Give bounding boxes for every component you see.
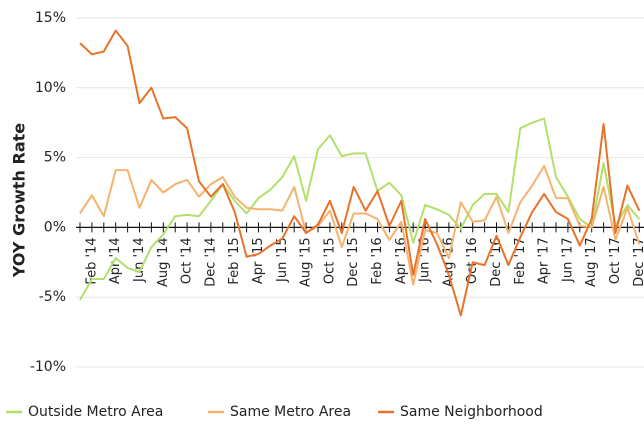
x-tick-label: Apr '16 <box>394 237 409 284</box>
plot-area <box>79 29 641 317</box>
y-tick-label: 5% <box>44 150 66 166</box>
x-tick-label: Jun '17 <box>560 237 575 283</box>
x-tick-label: Dec '16 <box>489 237 504 286</box>
legend-label: Same Neighborhood <box>400 404 543 420</box>
y-tick-label: 0% <box>44 219 66 235</box>
y-tick-label: -10% <box>30 359 66 375</box>
y-tick-label: 10% <box>35 80 66 96</box>
x-tick-label: Aug '17 <box>584 237 599 287</box>
x-tick-label: Dec '14 <box>203 237 218 286</box>
series-line <box>79 117 641 301</box>
x-tick-label: Oct '17 <box>608 237 623 284</box>
x-tick-label: Oct '15 <box>322 237 337 284</box>
x-tick-label: Dec '15 <box>346 237 361 286</box>
x-tick-label: Apr '17 <box>537 237 552 284</box>
x-tick-label: Dec '17 <box>632 237 644 286</box>
y-tick-label: 15% <box>35 10 66 26</box>
y-tick-label: -5% <box>39 289 66 305</box>
x-tick-label: Aug '14 <box>156 237 171 287</box>
x-tick-label: Apr '15 <box>251 237 266 284</box>
x-tick-label: Feb '17 <box>513 237 528 284</box>
x-tick-label: Oct '16 <box>465 237 480 284</box>
x-tick-label: Jun '15 <box>275 237 290 283</box>
legend-label: Same Metro Area <box>230 404 351 420</box>
series-line <box>79 164 641 286</box>
x-tick-label: Feb '16 <box>370 237 385 284</box>
x-tick-label: Aug '15 <box>299 237 314 287</box>
x-tick-label: Apr '14 <box>108 237 123 284</box>
legend-label: Outside Metro Area <box>28 404 163 420</box>
series-line <box>79 29 641 317</box>
y-axis-title: YOY Growth Rate <box>10 123 29 278</box>
x-tick-label: Feb '14 <box>84 237 99 284</box>
x-tick-label: Oct '14 <box>180 237 195 284</box>
x-tick-label: Feb '15 <box>227 237 242 284</box>
